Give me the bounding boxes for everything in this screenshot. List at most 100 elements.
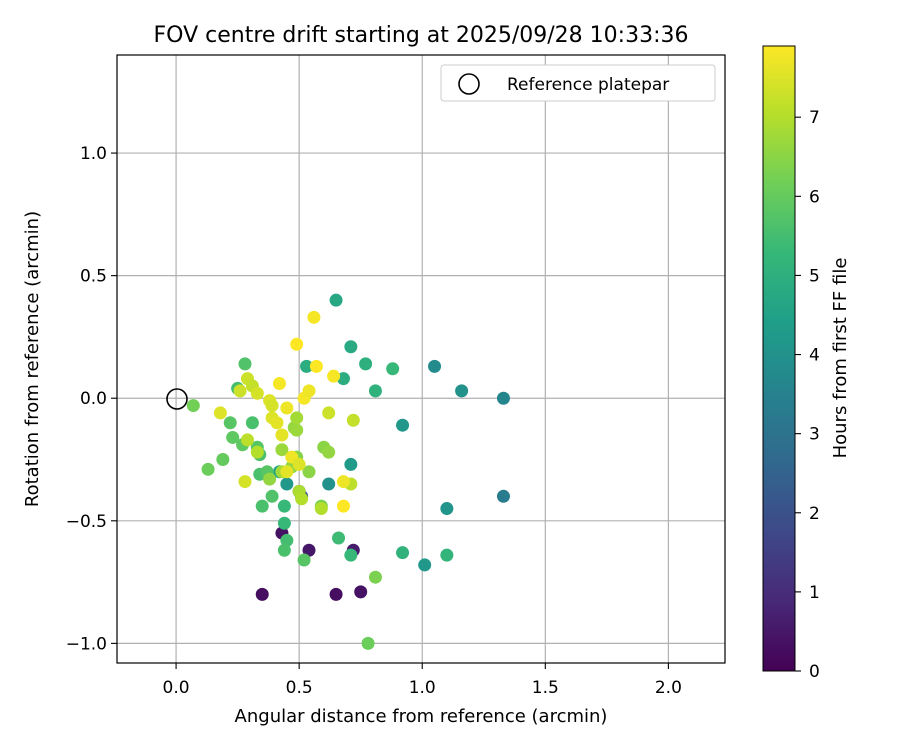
data-point [277, 543, 291, 557]
data-point [295, 492, 309, 506]
data-point [346, 413, 360, 427]
colorbar-tick-label: 6 [809, 187, 820, 207]
grid-lines [117, 55, 725, 663]
data-point [265, 399, 279, 413]
data-point [213, 406, 227, 420]
colorbar-tick-label: 3 [809, 425, 820, 445]
data-point [322, 445, 336, 459]
data-point [344, 548, 358, 562]
data-point [396, 546, 410, 560]
data-point [255, 499, 269, 513]
data-point [329, 587, 343, 601]
data-point [496, 489, 510, 503]
colorbar-tick-label: 7 [809, 108, 820, 128]
data-point [302, 384, 316, 398]
data-point [322, 477, 336, 491]
data-point [336, 372, 350, 386]
y-tick-label: 0.0 [80, 389, 107, 409]
colorbar-label: Hours from first FF file [830, 258, 851, 459]
data-point [240, 433, 254, 447]
data-point [280, 465, 294, 479]
data-point [336, 475, 350, 489]
y-axis-label: Rotation from reference (arcmin) [22, 211, 43, 507]
data-point [359, 357, 373, 371]
data-point [297, 553, 311, 567]
y-axis-ticks: −1.0 −0.5 0.0 0.5 1.0 [66, 144, 117, 654]
data-point [263, 472, 277, 486]
x-axis-ticks: 0.0 0.5 1.0 1.5 2.0 [163, 663, 682, 698]
data-point [336, 499, 350, 513]
colorbar-tick-label: 1 [809, 583, 820, 603]
data-point [309, 359, 323, 373]
data-point [275, 443, 289, 457]
y-tick-label: −0.5 [66, 512, 107, 532]
data-point [368, 570, 382, 584]
x-tick-label: 0.0 [163, 678, 190, 698]
data-point [386, 362, 400, 376]
data-point [440, 502, 454, 516]
data-point [307, 310, 321, 324]
data-point [280, 401, 294, 415]
data-point [292, 457, 306, 471]
data-point [233, 384, 247, 398]
legend-box [440, 64, 716, 102]
colorbar: 0 1 2 3 4 5 6 7 Hours from first FF file [762, 45, 851, 682]
y-tick-label: −1.0 [66, 634, 107, 654]
data-point [302, 543, 316, 557]
colorbar-tick-label: 4 [809, 346, 820, 366]
x-tick-label: 0.5 [286, 678, 313, 698]
data-point [201, 462, 215, 476]
data-point [277, 516, 291, 530]
data-point [280, 533, 294, 547]
legend-label: Reference platepar [507, 75, 669, 95]
data-point [277, 499, 291, 513]
data-point [344, 340, 358, 354]
data-point [344, 457, 358, 471]
data-point [354, 585, 368, 599]
data-point [368, 384, 382, 398]
data-point [290, 423, 304, 437]
data-point [418, 558, 432, 572]
data-point [361, 636, 375, 650]
data-point [300, 359, 314, 373]
colorbar-ticks: 0 1 2 3 4 5 6 7 [795, 108, 820, 682]
data-points [186, 293, 510, 650]
data-point [327, 369, 341, 383]
data-point [238, 357, 252, 371]
data-point [290, 411, 304, 425]
data-point [250, 445, 264, 459]
data-point [314, 502, 328, 516]
data-point [270, 416, 284, 430]
data-point [245, 416, 259, 430]
legend-marker [458, 73, 480, 95]
data-point [329, 293, 343, 307]
chart-title: FOV centre drift starting at 2025/09/28 … [154, 23, 689, 48]
colorbar-gradient [762, 45, 796, 672]
data-point [275, 428, 289, 442]
x-tick-label: 1.5 [532, 678, 559, 698]
data-point [216, 453, 230, 467]
x-tick-label: 2.0 [655, 678, 682, 698]
colorbar-tick-label: 2 [809, 504, 820, 524]
x-tick-label: 1.0 [409, 678, 436, 698]
y-tick-label: 0.5 [80, 267, 107, 287]
data-point [440, 548, 454, 562]
x-axis-label: Angular distance from reference (arcmin) [235, 706, 608, 727]
y-tick-label: 1.0 [80, 144, 107, 164]
data-point [223, 416, 237, 430]
colorbar-tick-label: 0 [809, 662, 820, 682]
colorbar-tick-label: 5 [809, 266, 820, 286]
data-point [322, 406, 336, 420]
legend: Reference platepar [440, 64, 716, 102]
data-point [186, 399, 200, 413]
data-point [238, 475, 252, 489]
data-point [496, 391, 510, 405]
data-point [265, 489, 279, 503]
data-point [226, 430, 240, 444]
data-point [428, 359, 442, 373]
reference-marker [166, 388, 188, 410]
data-point [250, 386, 264, 400]
plot-frame [116, 54, 726, 664]
data-point [280, 477, 294, 491]
